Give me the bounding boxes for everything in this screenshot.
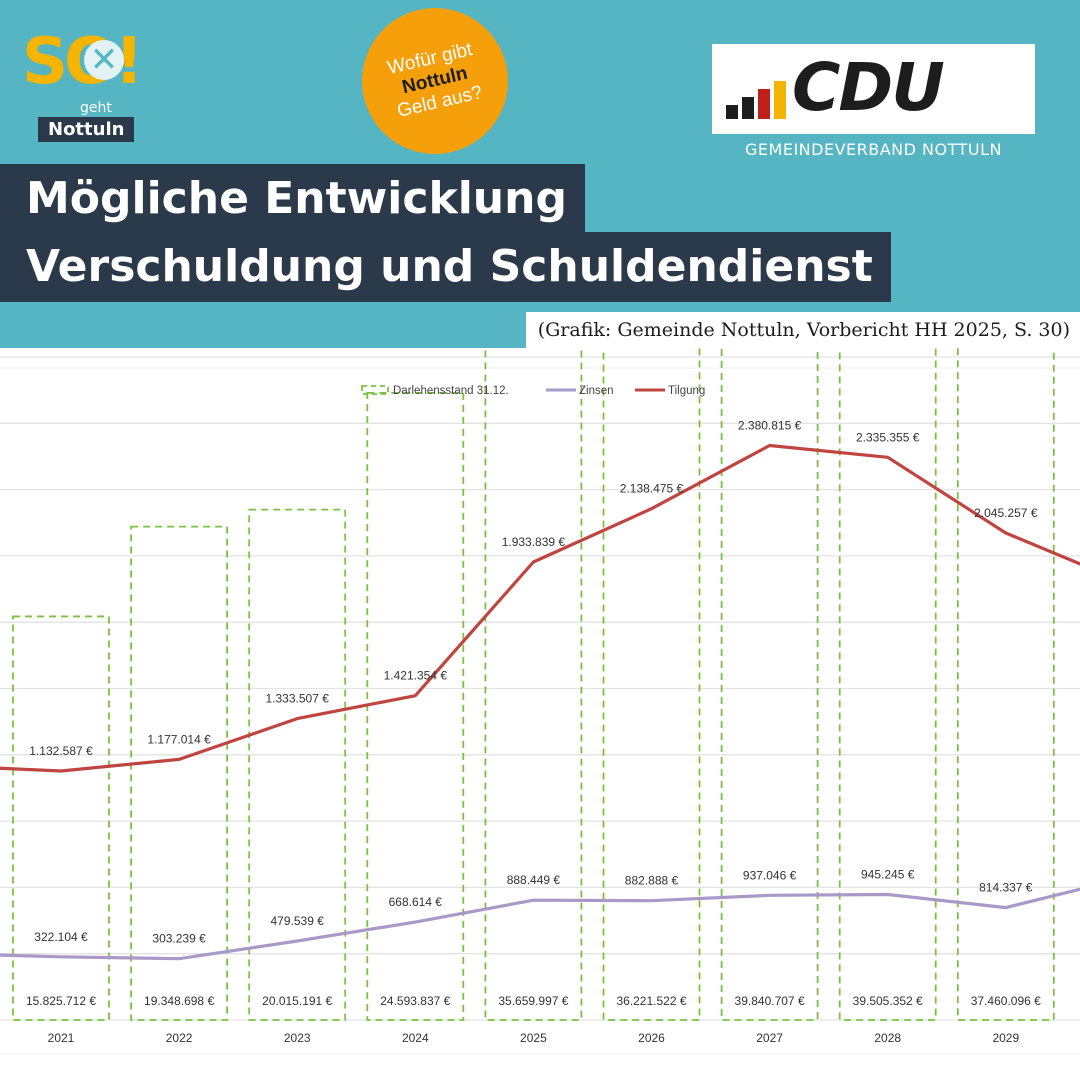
legend-zinsen-label: Zinsen <box>579 385 614 397</box>
source-caption: (Grafik: Gemeinde Nottuln, Vorbericht HH… <box>525 312 1080 348</box>
tilgung-data-label: 1.132.587 € <box>29 744 93 758</box>
x-tick-label: 2023 <box>284 1031 311 1045</box>
darlehen-bar <box>720 348 819 1021</box>
so-logo-geht: geht <box>80 100 112 116</box>
debt-chart: 15.825.712 € 19.348.698 € 20.015.191 € 24.5… <box>0 348 1080 1055</box>
zinsen-data-label: 888.449 € <box>507 873 561 887</box>
legend-tilgung-label: Tilgung <box>668 385 705 397</box>
so-geht-nottuln-logo: SO! ✕ geht Nottuln <box>22 22 172 152</box>
darlehen-data-label: 15.825.712 € <box>26 994 96 1008</box>
zinsen-data-label: 479.539 € <box>271 914 325 928</box>
x-tick-label: 2029 <box>992 1031 1019 1045</box>
zinsen-data-label: 882.888 € <box>625 874 679 888</box>
zinsen-data-label: 814.337 € <box>979 881 1033 895</box>
cdu-logo: CDU <box>712 44 1035 134</box>
legend-darlehen-label: Darlehensstand 31.12. <box>393 385 509 397</box>
tilgung-data-label: 1.933.839 € <box>502 535 566 549</box>
cdu-logo-text: CDU <box>792 49 945 126</box>
darlehen-bar <box>484 348 583 1021</box>
tilgung-data-label: 2.335.355 € <box>856 430 920 444</box>
x-tick-label: 2026 <box>638 1031 665 1045</box>
zinsen-data-label: 945.245 € <box>861 867 915 881</box>
zinsen-data-label: 303.239 € <box>152 932 206 946</box>
cdu-logo-bar-3 <box>758 89 770 119</box>
cdu-subtitle: GEMEINDEVERBAND NOTTULN <box>745 140 1002 159</box>
darlehen-data-label: 20.015.191 € <box>262 994 332 1008</box>
darlehen-bar <box>838 348 937 1021</box>
tilgung-line <box>0 443 1080 773</box>
darlehen-data-label: 24.593.837 € <box>380 994 450 1008</box>
darlehen-data-label: 35.659.997 € <box>498 994 568 1008</box>
tilgung-data-label: 1.421.354 € <box>384 669 448 683</box>
header-banner: SO! ✕ geht Nottuln Wofür gibt Nottuln Ge… <box>0 0 1080 348</box>
so-logo-nottuln: Nottuln <box>38 117 135 142</box>
tilgung-data-label: 2.380.815 € <box>738 418 802 432</box>
x-tick-label: 2025 <box>520 1031 547 1045</box>
darlehen-data-label: 19.348.698 € <box>144 994 214 1008</box>
darlehen-data-label: 39.505.352 € <box>853 994 923 1008</box>
darlehen-bar <box>12 615 110 1021</box>
legend-darlehen-swatch <box>361 385 389 395</box>
tilgung-data-label: 2.138.475 € <box>620 482 684 496</box>
x-tick-label: 2021 <box>48 1031 75 1045</box>
zinsen-data-label: 937.046 € <box>743 868 797 882</box>
x-tick-label: 2024 <box>402 1031 429 1045</box>
darlehen-data-label: 37.460.096 € <box>971 994 1041 1008</box>
question-bubble: Wofür gibt Nottuln Geld aus? <box>347 0 523 169</box>
x-tick-label: 2022 <box>166 1031 193 1045</box>
darlehen-data-label: 36.221.522 € <box>616 994 686 1008</box>
tilgung-data-label: 2.045.257 € <box>974 506 1038 520</box>
cross-mark-icon: ✕ <box>84 40 124 80</box>
cdu-logo-bar-2 <box>742 97 754 119</box>
zinsen-line <box>0 887 1080 961</box>
darlehen-bar <box>956 348 1055 1021</box>
chart-area: 15.825.712 € 19.348.698 € 20.015.191 € 24.5… <box>0 348 1080 1080</box>
darlehen-bar <box>130 525 229 1021</box>
tilgung-data-label: 1.333.507 € <box>265 692 329 706</box>
zinsen-data-label: 668.614 € <box>389 895 443 909</box>
x-tick-label: 2028 <box>874 1031 901 1045</box>
cdu-logo-bar-4 <box>774 81 786 119</box>
darlehen-data-label: 39.840.707 € <box>735 994 805 1008</box>
tilgung-data-label: 1.177.014 € <box>147 732 211 746</box>
page-title-line-2: Verschuldung und Schuldendienst <box>0 232 891 302</box>
zinsen-data-label: 322.104 € <box>34 930 88 944</box>
darlehen-bar <box>248 508 347 1021</box>
darlehen-bar <box>602 348 701 1021</box>
cdu-logo-bar-1 <box>726 105 738 119</box>
x-tick-label: 2027 <box>756 1031 783 1045</box>
page-title-line-1: Mögliche Entwicklung <box>0 164 585 234</box>
